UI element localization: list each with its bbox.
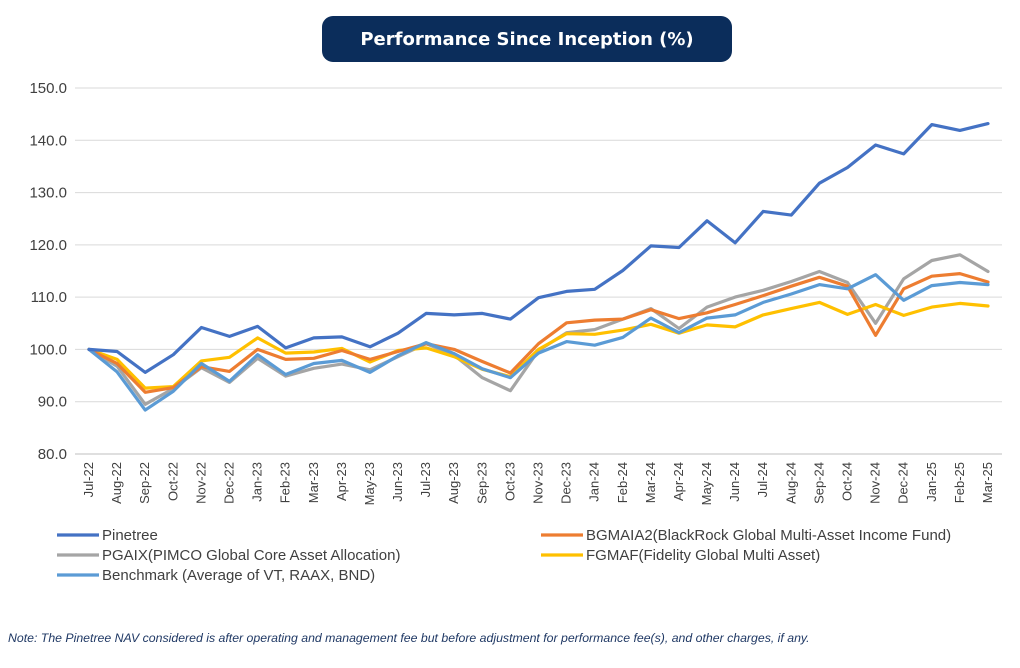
x-tick-label: Oct-24 (840, 462, 855, 501)
y-tick-label: 80.0 (38, 446, 67, 463)
x-tick-label: Feb-25 (952, 462, 967, 503)
x-tick-label: Nov-24 (868, 462, 883, 504)
x-tick-label: Aug-24 (783, 462, 798, 504)
x-tick-label: Aug-22 (109, 462, 124, 504)
x-tick-label: Jan-24 (587, 462, 602, 502)
legend: Pinetree BGMAIA2(BlackRock Global Multi-A… (57, 527, 951, 584)
x-tick-label: Mar-23 (306, 462, 321, 503)
x-tick-label: Apr-24 (671, 462, 686, 501)
x-tick-label: Mar-24 (643, 462, 658, 503)
series-line-2 (87, 253, 990, 406)
legend-label-3: FGMAF(Fidelity Global Multi Asset) (586, 547, 820, 564)
x-tick-label: Nov-22 (193, 462, 208, 504)
legend-label-2: PGAIX(PIMCO Global Core Asset Allocation… (102, 547, 400, 564)
series-line-1 (87, 272, 990, 394)
x-tick-label: Dec-23 (559, 462, 574, 504)
y-tick-label: 90.0 (38, 394, 67, 411)
x-tick-label: May-24 (699, 462, 714, 505)
series-line-3 (87, 300, 990, 390)
x-tick-label: Jul-23 (418, 462, 433, 497)
series-line-0 (87, 121, 990, 374)
x-tick-label: Sep-24 (811, 462, 826, 504)
x-axis-ticks: Jul-22 Aug-22 Sep-22 Oct-22 Nov-22 Dec-22 Jan-… (81, 462, 995, 505)
x-tick-label: Sep-23 (474, 462, 489, 504)
y-tick-label: 150.0 (29, 80, 67, 97)
x-tick-label: Nov-23 (531, 462, 546, 504)
series-lines (87, 121, 990, 412)
legend-label-1: BGMAIA2(BlackRock Global Multi-Asset Inc… (586, 527, 951, 544)
x-tick-label: Jul-22 (81, 462, 96, 497)
x-tick-label: Feb-24 (615, 462, 630, 503)
legend-label-0: Pinetree (102, 527, 158, 544)
y-tick-label: 110.0 (31, 289, 67, 306)
y-tick-label: 140.0 (29, 132, 67, 149)
x-tick-label: Dec-22 (222, 462, 237, 504)
legend-label-4: Benchmark (Average of VT, RAAX, BND) (102, 567, 375, 584)
x-tick-label: Aug-23 (446, 462, 461, 504)
x-tick-label: Oct-22 (165, 462, 180, 501)
y-tick-label: 120.0 (29, 237, 67, 254)
x-tick-label: Mar-25 (980, 462, 995, 503)
x-tick-label: Sep-22 (137, 462, 152, 504)
y-axis-ticks: 80.0 90.0 100.0 110.0 120.0 130.0 140.0 150.0 (29, 80, 67, 463)
y-tick-label: 100.0 (29, 341, 67, 358)
x-tick-label: Jan-23 (250, 462, 265, 502)
x-tick-label: Jan-25 (924, 462, 939, 502)
x-tick-label: Dec-24 (896, 462, 911, 504)
x-tick-label: Feb-23 (278, 462, 293, 503)
x-tick-label: Jun-23 (390, 462, 405, 502)
line-chart: 80.0 90.0 100.0 110.0 120.0 130.0 140.0 150.0 J… (29, 80, 1002, 584)
x-tick-label: May-23 (362, 462, 377, 505)
footnote: Note: The Pinetree NAV considered is aft… (8, 631, 810, 645)
x-tick-label: Jun-24 (727, 462, 742, 502)
chart-title: Performance Since Inception (%) (322, 16, 732, 62)
y-tick-label: 130.0 (29, 185, 67, 202)
x-tick-label: Oct-23 (502, 462, 517, 501)
x-tick-label: Apr-23 (334, 462, 349, 501)
series-line-4 (87, 273, 990, 412)
x-tick-label: Jul-24 (755, 462, 770, 497)
